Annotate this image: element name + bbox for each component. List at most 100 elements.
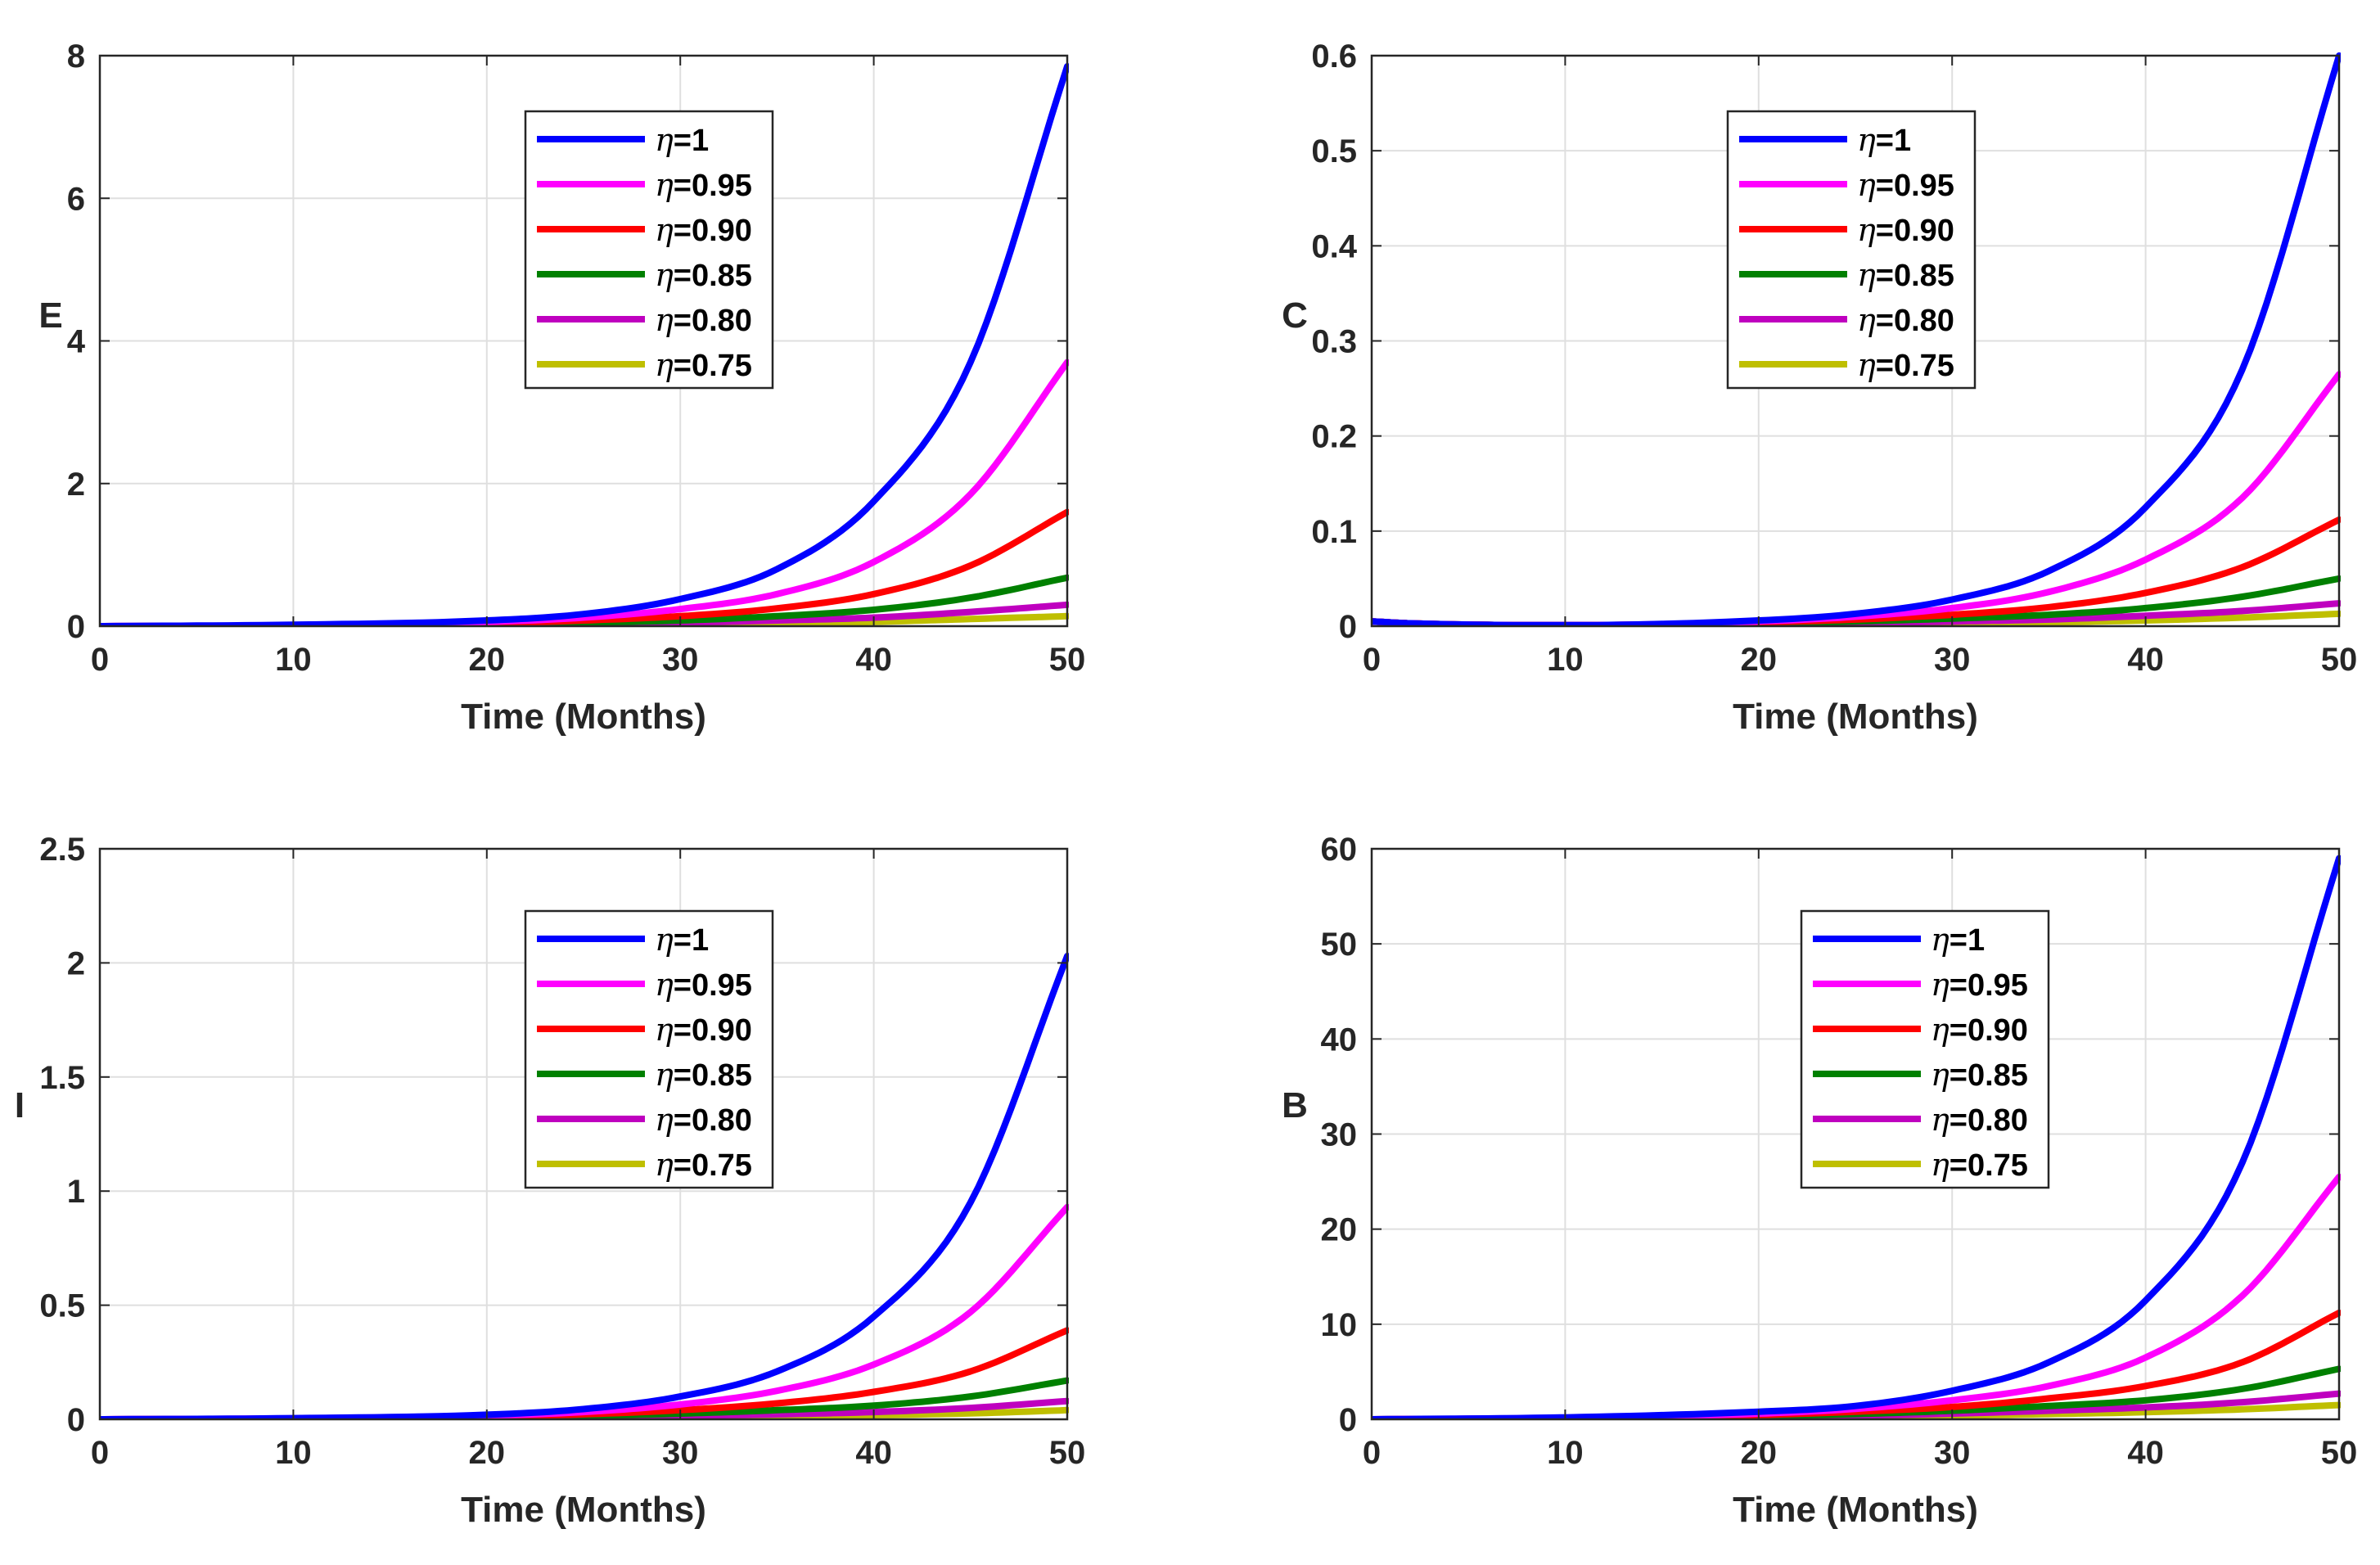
legend-value: =1 xyxy=(1876,124,1911,158)
legend-value: =0.95 xyxy=(674,169,752,203)
x-tick-label: 30 xyxy=(662,1435,699,1471)
x-tick-label: 0 xyxy=(91,1435,109,1471)
legend-eta-symbol: η xyxy=(655,257,674,293)
legend: η=1η=0.95η=0.90η=0.85η=0.80η=0.75 xyxy=(524,110,774,390)
x-tick-label: 50 xyxy=(2321,1435,2358,1471)
y-tick-label: 10 xyxy=(1321,1307,1358,1343)
y-tick-label: 20 xyxy=(1321,1212,1358,1248)
y-tick-label: 8 xyxy=(67,38,85,74)
y-tick-label: 2 xyxy=(67,467,85,503)
x-tick-label: 0 xyxy=(1363,1435,1381,1471)
legend-eta-symbol: η xyxy=(1857,212,1876,248)
legend-eta-symbol: η xyxy=(655,302,674,338)
legend-value: =0.75 xyxy=(674,349,752,383)
y-tick-label: 40 xyxy=(1321,1022,1358,1058)
legend-value: =0.90 xyxy=(1876,214,1954,248)
series-line xyxy=(100,953,1069,1419)
y-tick-label: 0 xyxy=(1339,1402,1357,1438)
y-tick-label: 0.2 xyxy=(1311,419,1357,455)
legend-label: η=0.90 xyxy=(1857,212,1954,248)
legend-eta-symbol: η xyxy=(655,1012,674,1048)
legend-label: η=1 xyxy=(1857,122,1911,158)
y-axis-label: I xyxy=(15,1085,25,1125)
y-tick-label: 4 xyxy=(67,324,86,360)
legend: η=1η=0.95η=0.90η=0.85η=0.80η=0.75 xyxy=(1726,110,1977,390)
legend-label: η=0.95 xyxy=(1857,167,1954,203)
x-tick-label: 50 xyxy=(1049,642,1086,678)
y-tick-label: 2.5 xyxy=(39,832,85,868)
x-tick-label: 40 xyxy=(2127,1435,2164,1471)
y-axis-label: E xyxy=(38,295,62,336)
legend-value: =0.75 xyxy=(1876,349,1954,383)
legend-value: =1 xyxy=(1950,923,1985,958)
legend-label: η=0.85 xyxy=(1857,257,1954,293)
y-tick-label: 0.5 xyxy=(1311,133,1357,169)
legend-eta-symbol: η xyxy=(1857,122,1876,158)
x-tick-label: 10 xyxy=(1547,642,1584,678)
legend-value: =0.75 xyxy=(1950,1148,2028,1183)
legend-value: =0.80 xyxy=(674,304,752,338)
legend-value: =1 xyxy=(674,923,709,958)
legend-value: =1 xyxy=(674,124,709,158)
legend-label: η=0.75 xyxy=(655,1147,752,1183)
legend-label: η=0.75 xyxy=(1931,1147,2028,1183)
legend-label: η=0.80 xyxy=(655,302,752,338)
legend-label: η=0.75 xyxy=(1857,347,1954,383)
y-tick-label: 0.4 xyxy=(1311,228,1357,264)
legend-eta-symbol: η xyxy=(655,167,674,203)
legend-eta-symbol: η xyxy=(1931,1102,1950,1138)
legend-eta-symbol: η xyxy=(1931,967,1950,1003)
y-tick-label: 1 xyxy=(67,1174,85,1210)
legend-value: =0.80 xyxy=(1876,304,1954,338)
x-axis-label: Time (Months) xyxy=(461,697,706,737)
legend-eta-symbol: η xyxy=(1857,167,1876,203)
legend-eta-symbol: η xyxy=(1857,347,1876,383)
legend-label: η=0.95 xyxy=(1931,967,2028,1003)
y-tick-label: 50 xyxy=(1321,927,1358,963)
legend-label: η=0.75 xyxy=(655,347,752,383)
x-axis-label: Time (Months) xyxy=(1733,1490,1978,1530)
legend-eta-symbol: η xyxy=(1931,1012,1950,1048)
x-tick-label: 40 xyxy=(2127,642,2164,678)
legend-value: =0.85 xyxy=(1950,1058,2028,1093)
legend-label: η=0.85 xyxy=(1931,1057,2028,1093)
legend-value: =0.75 xyxy=(674,1148,752,1183)
series-line xyxy=(100,63,1069,626)
legend-value: =0.95 xyxy=(674,968,752,1003)
legend-eta-symbol: η xyxy=(655,922,674,958)
legend-eta-symbol: η xyxy=(1857,302,1876,338)
x-tick-label: 30 xyxy=(1934,1435,1971,1471)
y-tick-label: 0.3 xyxy=(1311,324,1357,360)
series-line xyxy=(1372,52,2341,626)
x-tick-label: 30 xyxy=(1934,642,1971,678)
x-tick-label: 10 xyxy=(275,642,312,678)
legend-label: η=1 xyxy=(655,922,709,958)
x-axis-label: Time (Months) xyxy=(1733,697,1978,737)
legend-label: η=0.95 xyxy=(655,967,752,1003)
legend-eta-symbol: η xyxy=(1931,1147,1950,1183)
legend-label: η=1 xyxy=(655,122,709,158)
y-tick-label: 30 xyxy=(1321,1117,1358,1153)
legend: η=1η=0.95η=0.90η=0.85η=0.80η=0.75 xyxy=(1800,909,2050,1189)
legend-value: =0.90 xyxy=(1950,1013,2028,1048)
legend-value: =0.85 xyxy=(674,259,752,293)
x-tick-label: 20 xyxy=(1741,1435,1778,1471)
x-tick-label: 50 xyxy=(2321,642,2358,678)
series-group xyxy=(1372,52,2341,626)
legend-label: η=0.80 xyxy=(1931,1102,2028,1138)
legend-value: =0.85 xyxy=(674,1058,752,1093)
legend-box xyxy=(1726,110,1977,390)
y-tick-label: 0.6 xyxy=(1311,38,1357,74)
x-tick-label: 40 xyxy=(855,1435,892,1471)
legend-eta-symbol: η xyxy=(655,1102,674,1138)
x-axis-label: Time (Months) xyxy=(461,1490,706,1530)
legend-label: η=0.85 xyxy=(655,257,752,293)
legend-box xyxy=(524,909,774,1189)
legend-box xyxy=(1800,909,2050,1189)
legend-label: η=0.85 xyxy=(655,1057,752,1093)
x-tick-label: 40 xyxy=(855,642,892,678)
